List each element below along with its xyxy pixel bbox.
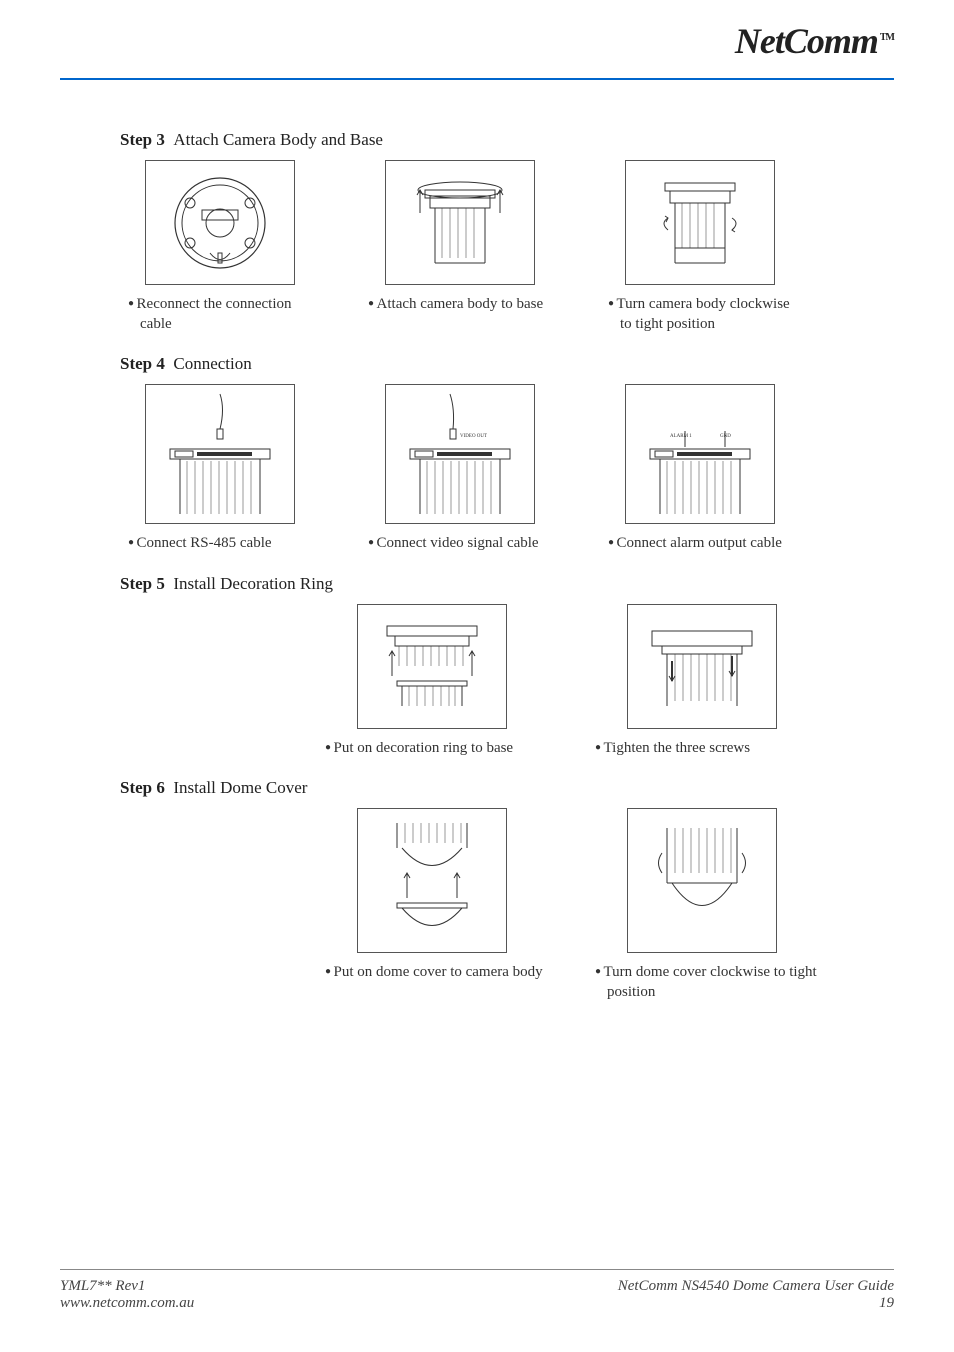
step-6-caption-1: Put on dome cover to camera body (317, 963, 543, 983)
diagram-attach-body-icon (385, 160, 535, 285)
footer-right: NetComm NS4540 Dome Camera User Guide 19 (618, 1278, 894, 1312)
diagram-cable-video-icon: VIDEO OUT (385, 384, 535, 524)
step-6: Step 6 Install Dome Cover (120, 778, 874, 1002)
step-4-item-3: ALARM 1 GND (600, 384, 800, 554)
footer-doc-title: NetComm NS4540 Dome Camera User Guide (618, 1278, 894, 1295)
step-4-items: Connect RS-485 cable VIDEO OUT (120, 384, 874, 554)
video-port-label: VIDEO OUT (460, 434, 487, 439)
footer-url: www.netcomm.com.au (60, 1295, 194, 1312)
diagram-cable-rs485-icon (145, 384, 295, 524)
page-header: NetCommTM (60, 20, 894, 80)
step-5-item-1: Put on decoration ring to base (317, 604, 547, 759)
step-5-caption-2: Tighten the three screws (587, 739, 750, 759)
step-3-heading: Step 3 Attach Camera Body and Base (120, 130, 874, 150)
step-3-items: Reconnect the connection cable (120, 160, 874, 334)
step-4-caption-3: Connect alarm output cable (600, 534, 782, 554)
step-3-item-2: Attach camera body to base (360, 160, 560, 334)
diagram-base-bottom-icon (145, 160, 295, 285)
step-5: Step 5 Install Decoration Ring (120, 574, 874, 759)
step-4-heading: Step 4 Connection (120, 354, 874, 374)
step-3-caption-3: Turn camera body clockwise to tight posi… (600, 295, 800, 334)
step-3-caption-1: Reconnect the connection cable (120, 295, 320, 334)
step-4-title: Connection (173, 354, 251, 373)
page-content: Step 3 Attach Camera Body and Base (120, 130, 874, 1022)
diagram-dome-on-icon (357, 808, 507, 953)
step-4-item-1: Connect RS-485 cable (120, 384, 320, 554)
step-3-label: Step 3 (120, 130, 165, 149)
diagram-deco-ring-icon (357, 604, 507, 729)
alarm-port-label-1: ALARM 1 (670, 434, 692, 439)
step-5-title: Install Decoration Ring (173, 574, 333, 593)
step-3: Step 3 Attach Camera Body and Base (120, 130, 874, 334)
diagram-cable-alarm-icon: ALARM 1 GND (625, 384, 775, 524)
step-4-item-2: VIDEO OUT (360, 384, 560, 554)
step-6-title: Install Dome Cover (173, 778, 307, 797)
step-6-caption-2: Turn dome cover clockwise to tight posit… (587, 963, 817, 1002)
step-6-item-1: Put on dome cover to camera body (317, 808, 547, 1002)
step-5-item-2: Tighten the three screws (587, 604, 817, 759)
alarm-port-label-2: GND (720, 434, 731, 439)
diagram-turn-body-icon (625, 160, 775, 285)
step-5-heading: Step 5 Install Decoration Ring (120, 574, 874, 594)
step-4-caption-1: Connect RS-485 cable (120, 534, 272, 554)
step-4-label: Step 4 (120, 354, 165, 373)
diagram-tighten-screws-icon (627, 604, 777, 729)
page-footer: YML7** Rev1 www.netcomm.com.au NetComm N… (60, 1269, 894, 1312)
step-6-item-2: Turn dome cover clockwise to tight posit… (587, 808, 817, 1002)
footer-left: YML7** Rev1 www.netcomm.com.au (60, 1278, 194, 1312)
step-5-caption-1: Put on decoration ring to base (317, 739, 513, 759)
step-4: Step 4 Connection (120, 354, 874, 554)
step-6-label: Step 6 (120, 778, 165, 797)
step-3-caption-2: Attach camera body to base (360, 295, 543, 315)
step-3-item-3: Turn camera body clockwise to tight posi… (600, 160, 800, 334)
step-5-label: Step 5 (120, 574, 165, 593)
step-4-caption-2: Connect video signal cable (360, 534, 539, 554)
trademark: TM (880, 32, 894, 43)
step-5-items: Put on decoration ring to base (120, 604, 874, 759)
step-6-heading: Step 6 Install Dome Cover (120, 778, 874, 798)
step-3-item-1: Reconnect the connection cable (120, 160, 320, 334)
step-6-items: Put on dome cover to camera body (120, 808, 874, 1002)
diagram-dome-turn-icon (627, 808, 777, 953)
step-3-title: Attach Camera Body and Base (173, 130, 383, 149)
footer-rev: YML7** Rev1 (60, 1278, 194, 1295)
brand-name: NetComm (735, 21, 878, 61)
brand-logo: NetCommTM (735, 21, 894, 61)
footer-page-number: 19 (618, 1295, 894, 1312)
